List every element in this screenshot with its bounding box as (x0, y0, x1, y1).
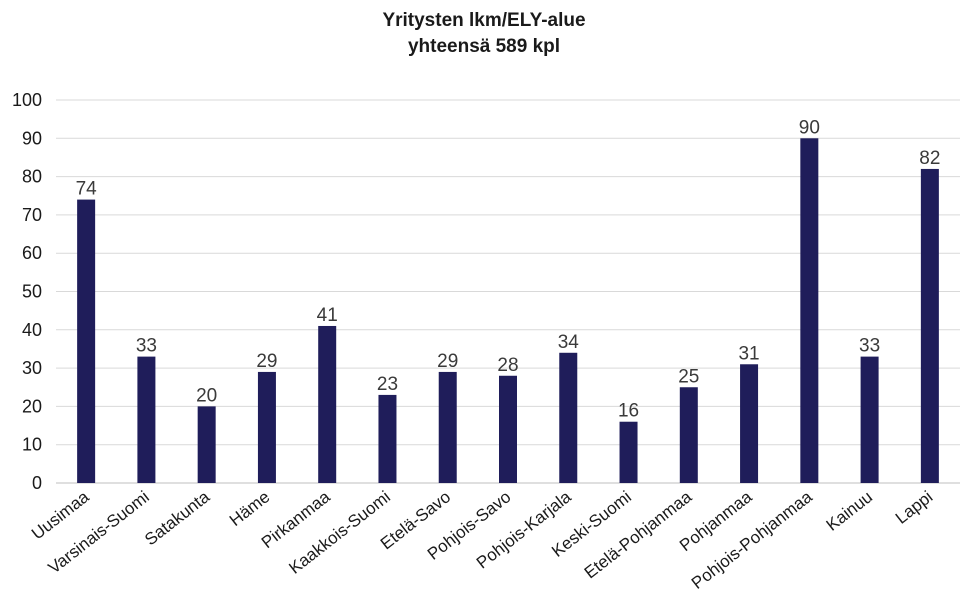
y-tick-label: 30 (22, 358, 42, 378)
bar (740, 364, 759, 483)
y-tick-label: 70 (22, 205, 42, 225)
x-tick-label: Kaakkois-Suomi (285, 487, 393, 578)
y-tick-label: 40 (22, 320, 42, 340)
y-tick-label: 100 (12, 90, 42, 110)
chart-title: Yritysten lkm/ELY-alue (382, 10, 585, 31)
x-tick-label: Kainuu (823, 487, 876, 535)
x-tick-label: Häme (226, 487, 273, 530)
data-label: 33 (136, 336, 157, 357)
y-tick-label: 10 (22, 435, 42, 455)
data-label: 82 (919, 148, 940, 169)
chart-subtitle: yhteensä 589 kpl (408, 36, 560, 57)
data-label: 29 (437, 351, 458, 372)
x-tick-label: Lappi (892, 487, 936, 528)
bar (257, 371, 276, 483)
y-axis-ticks: 0 10 20 30 40 50 60 70 80 90 100 (12, 90, 42, 493)
data-label: 25 (678, 366, 699, 387)
bar (920, 168, 939, 483)
y-tick-label: 80 (22, 167, 42, 187)
data-label: 41 (317, 305, 338, 326)
x-tick-label: Varsinais-Suomi (45, 487, 153, 577)
bar (438, 371, 457, 483)
data-label: 29 (256, 351, 277, 372)
bar (860, 356, 879, 483)
bar (679, 387, 698, 483)
bar (77, 199, 96, 483)
bar (800, 138, 819, 484)
data-label: 90 (799, 117, 820, 138)
data-label: 23 (377, 374, 398, 395)
data-label: 33 (859, 336, 880, 357)
data-label: 31 (738, 343, 759, 364)
y-tick-label: 20 (22, 396, 42, 416)
y-tick-label: 50 (22, 282, 42, 302)
data-label: 16 (618, 401, 639, 422)
data-label: 20 (196, 385, 217, 406)
data-labels: 74 33 20 29 41 23 29 28 34 16 25 31 90 33 82 (76, 117, 941, 421)
bars (77, 138, 939, 484)
bar (559, 352, 578, 483)
data-label: 28 (497, 355, 518, 376)
x-tick-label: Etelä-Pohjanmaa (581, 487, 696, 583)
bar (318, 325, 337, 483)
data-label: 34 (558, 332, 580, 353)
bar (499, 375, 517, 483)
bar (619, 421, 638, 483)
y-tick-label: 90 (22, 128, 42, 148)
x-tick-label: Satakunta (141, 487, 213, 549)
y-tick-label: 60 (22, 243, 42, 263)
data-label: 74 (76, 179, 98, 200)
bar (378, 394, 397, 483)
bar (137, 356, 156, 483)
y-tick-label: 0 (32, 473, 42, 493)
bar (197, 406, 216, 483)
